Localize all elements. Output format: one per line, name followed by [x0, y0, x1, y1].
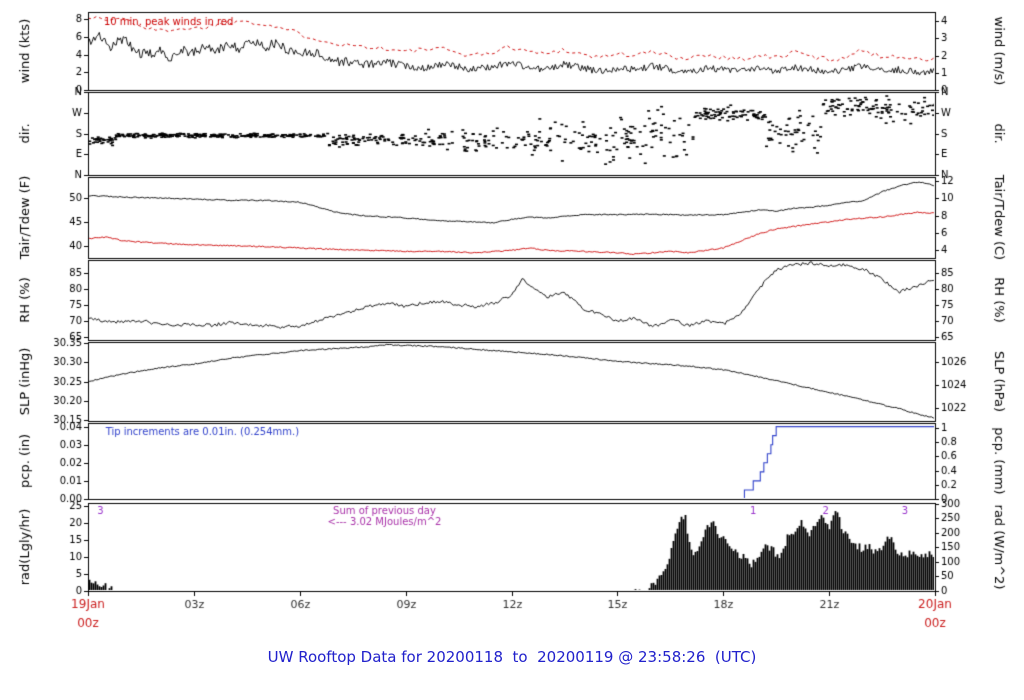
chart-title: UW Rooftop Data for 20200118 to 20200119…	[267, 648, 757, 666]
weather-multipanel-chart	[0, 0, 1024, 640]
